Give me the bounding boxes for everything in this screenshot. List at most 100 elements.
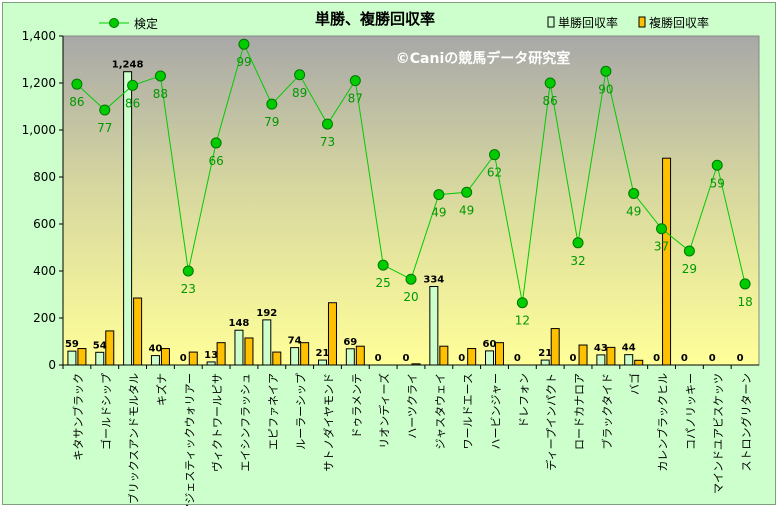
data-label-kentei: 49 — [431, 206, 446, 220]
point-kentei — [71, 78, 83, 90]
x-category-label: マインドユアビスケッツ — [712, 373, 725, 494]
legend-label-tansho: 単勝回収率 — [558, 15, 618, 30]
x-category-label: ストロングリターン — [739, 373, 753, 471]
point-kentei — [405, 273, 417, 285]
x-category-label: ブリックスアンドモルタル — [127, 373, 141, 504]
y-tick-label: 1,000 — [22, 123, 56, 137]
data-label-tansho: 0 — [709, 353, 716, 364]
point-kentei — [294, 69, 306, 81]
legend-swatch-tansho — [547, 16, 555, 28]
watermark: ©Caniの競馬データ研究室 — [396, 50, 571, 67]
data-label-kentei: 90 — [598, 82, 613, 96]
legend: 検定 単勝回収率 複勝回収率 — [99, 15, 709, 31]
bar-tansho — [262, 319, 272, 366]
x-category-label: ジャスタウェイ — [434, 373, 447, 449]
x-category-label: ワールドエース — [462, 373, 475, 449]
plot-area — [62, 35, 760, 366]
point-kentei — [266, 98, 278, 110]
data-label-tansho: 0 — [458, 353, 465, 364]
x-category-label: キタサンブラック — [71, 373, 85, 461]
chart-svg: 単勝、複勝回収率 ©Caniの競馬データ研究室 検定 単勝回収率 複勝回収率 0… — [22, 10, 760, 506]
x-category-label: ルーラーシップ — [295, 373, 308, 450]
legend-swatch-fukusho — [638, 16, 646, 28]
data-label-kentei: 88 — [153, 87, 168, 101]
y-tick-label: 800 — [33, 170, 56, 184]
legend-label-fukusho: 複勝回収率 — [649, 15, 709, 30]
bar-tansho — [485, 350, 495, 366]
data-label-kentei: 37 — [654, 240, 669, 254]
data-label-kentei: 59 — [710, 176, 725, 190]
data-label-tansho: 54 — [93, 340, 107, 351]
data-label-kentei: 86 — [543, 94, 558, 108]
y-tick-label: 1,200 — [22, 76, 56, 90]
x-category-label: サトノダイヤモンド — [321, 373, 335, 472]
point-kentei — [628, 187, 640, 199]
data-label-tansho: 0 — [737, 353, 744, 364]
bar-tansho — [150, 355, 160, 366]
data-label-tansho: 44 — [622, 343, 636, 354]
bar-fukusho — [133, 297, 143, 366]
data-label-kentei: 49 — [626, 204, 641, 218]
x-category-label: キズナ — [154, 373, 168, 406]
point-kentei — [683, 245, 695, 257]
bar-tansho — [345, 348, 355, 366]
data-label-tansho: 334 — [423, 275, 444, 286]
data-label-kentei: 23 — [181, 282, 196, 296]
bar-tansho — [206, 361, 216, 366]
bar-fukusho — [188, 351, 198, 366]
point-kentei — [182, 265, 194, 277]
data-label-tansho: 21 — [316, 348, 330, 359]
bar-tansho — [95, 351, 105, 366]
data-label-tansho: 43 — [594, 343, 608, 354]
x-category-label: ヴィクトワールピサ — [210, 373, 224, 472]
bar-tansho — [67, 350, 77, 366]
point-kentei — [349, 75, 361, 87]
bar-fukusho — [467, 348, 477, 366]
data-label-kentei: 77 — [97, 121, 112, 135]
bar-fukusho — [439, 345, 449, 366]
data-label-kentei: 25 — [376, 276, 391, 290]
y-tick-label: 200 — [33, 311, 56, 325]
data-label-tansho: 21 — [538, 348, 552, 359]
data-label-tansho: 1,248 — [112, 60, 144, 71]
bar-fukusho — [300, 342, 310, 366]
y-tick-label: 400 — [33, 264, 56, 278]
point-kentei — [127, 79, 139, 91]
x-category-label: マジェスティックウォリアー — [183, 373, 196, 506]
x-category-label: エイシンフラッシュ — [239, 373, 252, 472]
bar-tansho — [624, 354, 634, 366]
point-kentei — [739, 278, 751, 290]
point-kentei — [377, 259, 389, 271]
point-kentei — [154, 70, 166, 82]
point-kentei — [572, 237, 584, 249]
point-kentei — [489, 149, 501, 161]
data-label-kentei: 20 — [403, 290, 418, 304]
data-label-tansho: 59 — [65, 339, 79, 350]
data-label-tansho: 40 — [148, 344, 162, 355]
point-kentei — [433, 189, 445, 201]
bar-fukusho — [411, 363, 421, 366]
bar-fukusho — [272, 351, 282, 366]
x-category-label: ブラックタイド — [600, 373, 614, 450]
legend-label-kentei: 検定 — [134, 16, 158, 31]
data-label-tansho: 0 — [180, 353, 187, 364]
bar-fukusho — [578, 344, 588, 366]
bar-tansho — [123, 71, 133, 366]
x-category-label: ディープインパクト — [544, 373, 558, 471]
legend-marker-swatch — [109, 18, 119, 28]
data-label-tansho: 0 — [403, 353, 410, 364]
x-category-label: ロードカナロア — [573, 373, 586, 450]
bar-tansho — [540, 359, 550, 366]
bar-fukusho — [550, 328, 560, 366]
bar-fukusho — [244, 337, 254, 366]
x-category-label: リオンディーズ — [377, 373, 391, 449]
x-category-label: ドゥラメンテ — [350, 373, 363, 439]
bar-fukusho — [216, 342, 226, 366]
data-label-tansho: 74 — [288, 336, 302, 347]
data-label-kentei: 99 — [236, 55, 251, 69]
y-tick-label: 0 — [48, 358, 56, 372]
bar-fukusho — [77, 348, 87, 366]
bar-tansho — [317, 359, 327, 366]
data-label-kentei: 73 — [320, 135, 335, 149]
